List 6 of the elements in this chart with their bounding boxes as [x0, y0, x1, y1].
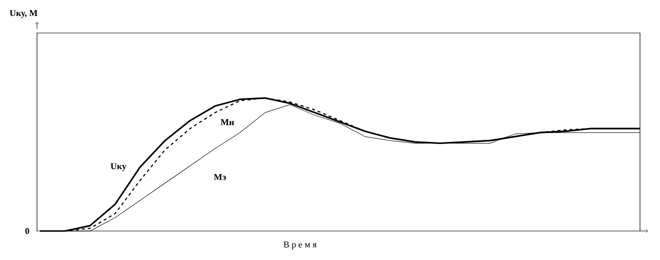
- x-axis-title: В р е м я: [284, 242, 317, 250]
- series-label: Мн: [220, 119, 234, 126]
- text: Uку, М: [10, 10, 38, 18]
- series-label: Uку: [110, 163, 126, 172]
- text: 0: [25, 228, 30, 234]
- text: Мэ: [214, 174, 226, 180]
